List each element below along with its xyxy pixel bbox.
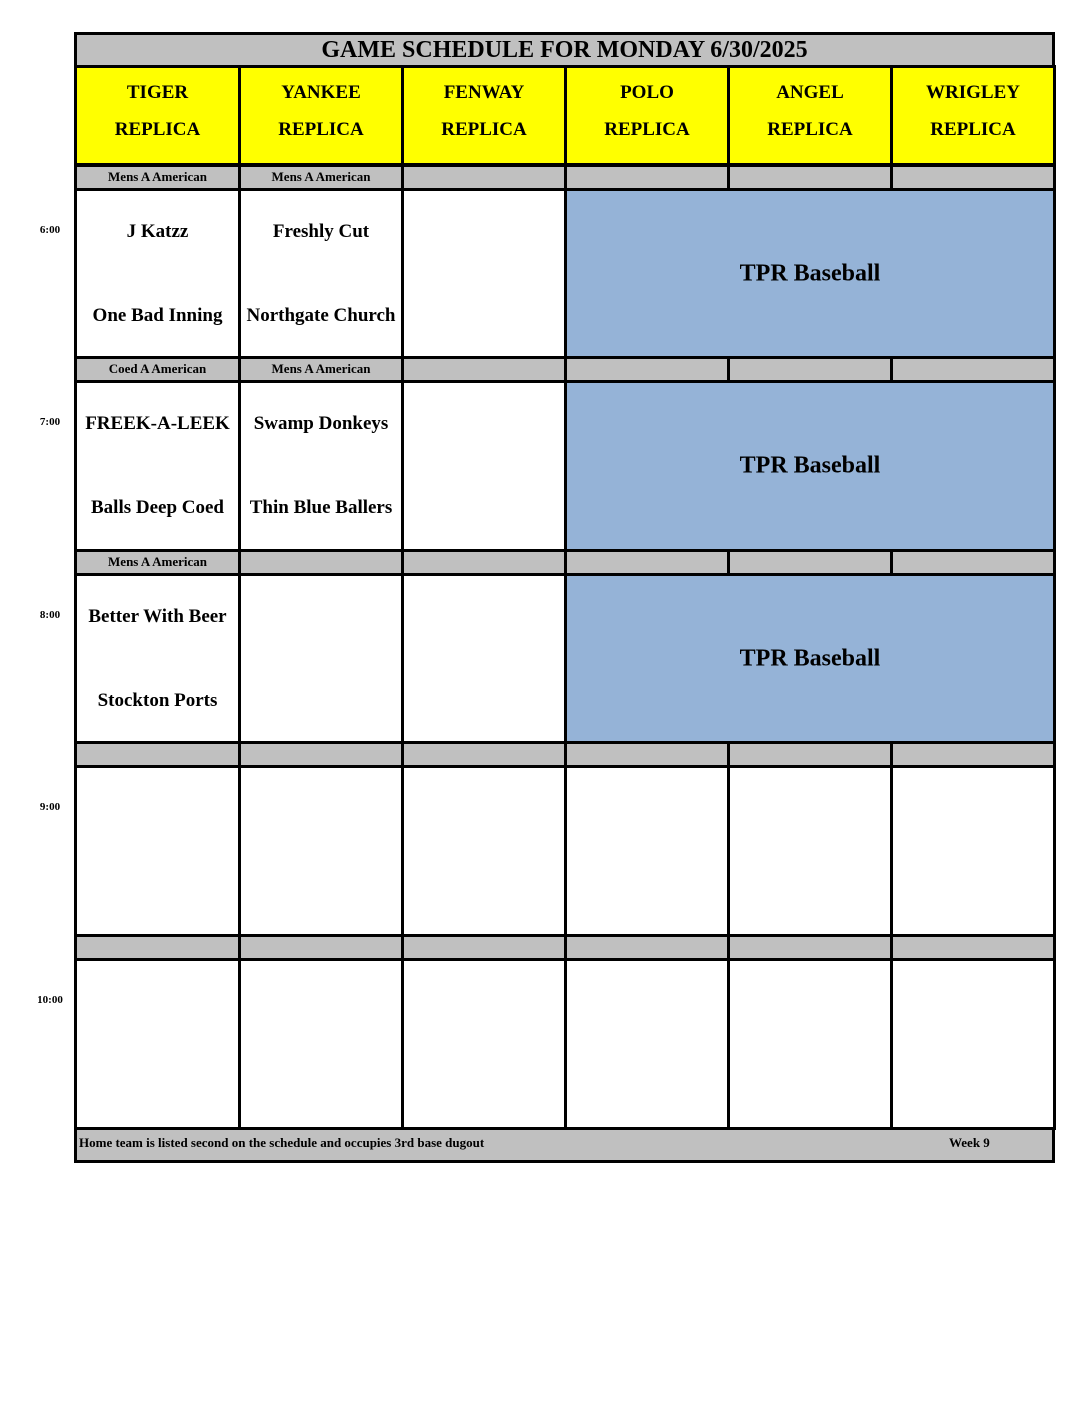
field-header: ANGEL REPLICA (727, 65, 893, 166)
game-cell (727, 765, 893, 937)
league-label (727, 741, 893, 768)
week-label: Week 9 (949, 1135, 990, 1150)
field-type: REPLICA (114, 119, 201, 140)
home-team: Balls Deep Coed (91, 497, 224, 518)
league-label (238, 741, 404, 768)
league-label: Mens A American (238, 356, 404, 383)
rental-label: TPR Baseball (739, 452, 881, 479)
field-type: REPLICA (930, 119, 1016, 140)
field-name: YANKEE (281, 82, 361, 103)
time-label: 8:00 (39, 609, 61, 621)
league-label: Coed A American (74, 356, 241, 383)
away-team: J Katzz (126, 221, 189, 242)
league-label (401, 741, 567, 768)
league-label (727, 164, 893, 191)
field-header: FENWAY REPLICA (401, 65, 567, 166)
league-label (564, 549, 730, 576)
rental-label: TPR Baseball (739, 260, 881, 286)
field-header: WRIGLEY REPLICA (890, 65, 1056, 166)
league-label (74, 934, 241, 961)
footer-bar: Home team is listed second on the schedu… (74, 1126, 1055, 1163)
game-cell (238, 573, 404, 744)
league-label (74, 741, 241, 768)
home-team: One Bad Inning (92, 305, 223, 326)
league-label (564, 741, 730, 768)
league-label (890, 356, 1056, 383)
field-name: POLO (620, 82, 674, 103)
league-label (727, 934, 893, 961)
league-label (401, 549, 567, 576)
game-cell: FREEK-A-LEEK Balls Deep Coed (74, 380, 241, 552)
time-label: 6:00 (39, 224, 61, 236)
league-label (727, 549, 893, 576)
field-name: TIGER (126, 82, 189, 103)
league-label (238, 934, 404, 961)
field-header: TIGER REPLICA (74, 65, 241, 166)
rental-block: TPR Baseball (564, 380, 1056, 552)
field-type: REPLICA (767, 119, 853, 140)
rental-label: TPR Baseball (739, 645, 881, 671)
game-cell (74, 765, 241, 937)
home-team: Northgate Church (246, 305, 396, 326)
field-type: REPLICA (441, 119, 527, 140)
league-label (890, 164, 1056, 191)
time-label: 9:00 (39, 801, 61, 813)
league-label (890, 934, 1056, 961)
league-label (564, 934, 730, 961)
rental-block: TPR Baseball (564, 573, 1056, 744)
game-cell (401, 573, 567, 744)
game-cell (564, 958, 730, 1130)
home-team: Stockton Ports (97, 690, 218, 711)
away-team: FREEK-A-LEEK (85, 413, 230, 434)
game-cell (401, 188, 567, 359)
game-cell: Swamp Donkeys Thin Blue Ballers (238, 380, 404, 552)
field-header: POLO REPLICA (564, 65, 730, 166)
schedule-title: GAME SCHEDULE FOR MONDAY 6/30/2025 (74, 32, 1055, 68)
game-cell (401, 958, 567, 1130)
league-label: Mens A American (74, 549, 241, 576)
game-cell (727, 958, 893, 1130)
game-cell (890, 958, 1056, 1130)
league-label: Mens A American (74, 164, 241, 191)
game-cell (74, 958, 241, 1130)
league-label (401, 356, 567, 383)
field-header: YANKEE REPLICA (238, 65, 404, 166)
field-name: ANGEL (776, 82, 844, 103)
game-cell: J Katzz One Bad Inning (74, 188, 241, 359)
away-team: Swamp Donkeys (253, 413, 389, 434)
field-name: FENWAY (443, 82, 525, 103)
game-cell: Freshly Cut Northgate Church (238, 188, 404, 359)
game-cell (238, 958, 404, 1130)
rental-block: TPR Baseball (564, 188, 1056, 359)
game-cell (238, 765, 404, 937)
field-type: REPLICA (604, 119, 690, 140)
game-cell (401, 765, 567, 937)
game-cell (564, 765, 730, 937)
away-team: Better With Beer (88, 606, 227, 627)
away-team: Freshly Cut (272, 221, 370, 242)
league-label: Mens A American (238, 164, 404, 191)
league-label (890, 549, 1056, 576)
time-label: 7:00 (39, 416, 61, 428)
field-type: REPLICA (278, 119, 364, 140)
time-label: 10:00 (37, 994, 63, 1006)
footer-note: Home team is listed second on the schedu… (79, 1135, 485, 1150)
league-label (564, 164, 730, 191)
league-label (401, 164, 567, 191)
league-label (890, 741, 1056, 768)
league-label (564, 356, 730, 383)
league-label (727, 356, 893, 383)
home-team: Thin Blue Ballers (249, 497, 393, 518)
game-cell (401, 380, 567, 552)
league-label (401, 934, 567, 961)
game-cell: Better With Beer Stockton Ports (74, 573, 241, 744)
field-name: WRIGLEY (926, 82, 1020, 103)
league-label (238, 549, 404, 576)
game-cell (890, 765, 1056, 937)
